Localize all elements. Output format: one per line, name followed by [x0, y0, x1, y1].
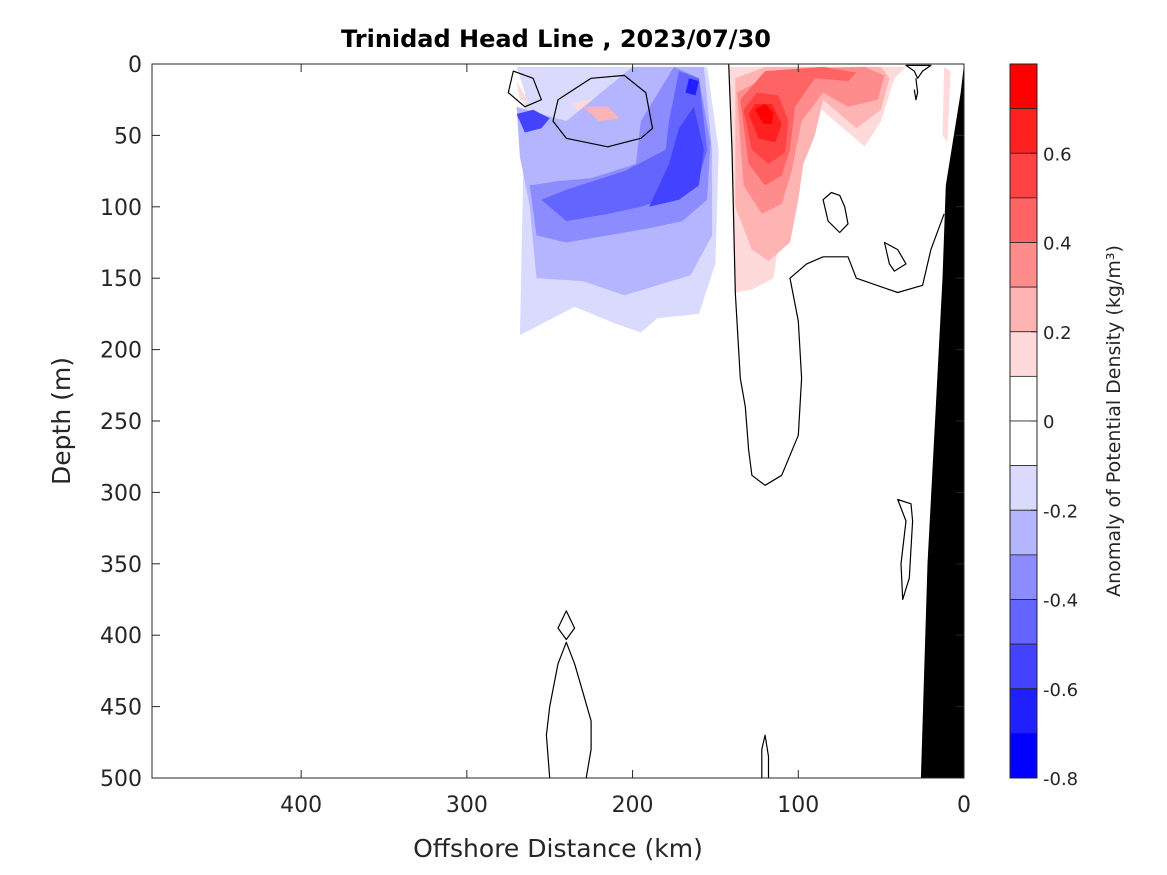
negative-anomaly-region	[516, 109, 550, 133]
colorbar-swatch	[1009, 197, 1038, 243]
x-tick-label: 0	[957, 793, 971, 818]
zero-contour-line	[552, 74, 654, 148]
x-tick-label: 300	[446, 793, 488, 818]
positive-anomaly-region	[582, 106, 620, 122]
colorbar-tick-label: 0	[1043, 412, 1054, 433]
zero-contour-line	[557, 610, 576, 641]
y-tick-label: 150	[100, 267, 142, 292]
colorbar-swatch	[1009, 554, 1038, 600]
colorbar-swatch	[1009, 599, 1038, 645]
x-tick-label: 400	[280, 793, 322, 818]
colorbar-swatch	[1009, 465, 1038, 511]
y-tick-label: 100	[100, 196, 142, 221]
x-tick-label: 200	[612, 793, 654, 818]
chart-title: Trinidad Head Line , 2023/07/30	[341, 25, 771, 53]
zero-contour-line	[897, 498, 914, 601]
y-tick-label: 0	[128, 53, 142, 78]
colorbar-swatch	[1009, 242, 1038, 288]
zero-contour-line	[545, 641, 592, 778]
colorbar-tick-label: -0.2	[1043, 501, 1078, 522]
zero-contour-line	[728, 64, 945, 486]
colorbar-swatch	[1009, 63, 1038, 110]
positive-anomaly-region	[942, 66, 951, 143]
y-axis-label: Depth (m)	[47, 357, 76, 485]
colorbar-swatch	[1009, 375, 1038, 422]
colorbar-tick-label: 0.6	[1043, 144, 1072, 165]
colorbar-tick-label: -0.6	[1043, 680, 1078, 701]
plot-area	[151, 63, 965, 779]
y-tick-label: 300	[100, 481, 142, 506]
colorbar-swatch	[1009, 509, 1038, 556]
zero-contour-line	[883, 241, 907, 272]
y-tick-label: 50	[114, 124, 142, 149]
colorbar	[1009, 63, 1038, 779]
zero-contour-line	[822, 191, 849, 234]
colorbar-tick-label: 0.4	[1043, 234, 1072, 255]
zero-contour-line	[905, 64, 932, 79]
colorbar-tick-label: -0.8	[1043, 769, 1078, 790]
zero-contour-line	[913, 78, 919, 101]
y-tick-label: 250	[100, 410, 142, 435]
zero-contour-line	[507, 70, 543, 108]
colorbar-label: Anomaly of Potential Density (kg/m³)	[1103, 245, 1125, 597]
y-tick-label: 400	[100, 624, 142, 649]
colorbar-swatch	[1009, 331, 1038, 377]
colorbar-swatch	[1009, 152, 1038, 199]
colorbar-swatch	[1009, 688, 1038, 734]
x-axis-label: Offshore Distance (km)	[413, 834, 703, 863]
colorbar-swatch	[1009, 420, 1038, 467]
positive-anomaly-region	[755, 104, 774, 124]
x-axis: 400 300 200 100 0	[280, 64, 971, 818]
colorbar-ticks: 0.6 0.4 0.2 0 -0.2 -0.4 -0.6 -0.8	[1031, 144, 1078, 790]
colorbar-swatch	[1009, 286, 1038, 333]
seafloor-bathymetry	[920, 64, 964, 778]
negative-anomaly-region	[685, 78, 699, 96]
x-tick-label: 100	[777, 793, 819, 818]
y-tick-label: 450	[100, 696, 142, 721]
y-axis: 0 50 100 150 200 250 300 350 400 450 500	[100, 53, 964, 792]
colorbar-swatch	[1009, 643, 1038, 690]
y-tick-label: 200	[100, 339, 142, 364]
positive-anomaly-region	[516, 81, 530, 104]
y-tick-label: 350	[100, 553, 142, 578]
zero-contour-line	[761, 734, 770, 778]
colorbar-swatch	[1009, 732, 1038, 779]
y-tick-label: 500	[100, 767, 142, 792]
negative-anomaly-region	[649, 106, 704, 207]
colorbar-tick-label: -0.4	[1043, 591, 1078, 612]
colorbar-swatch	[1009, 108, 1038, 154]
colorbar-tick-label: 0.2	[1043, 323, 1072, 344]
